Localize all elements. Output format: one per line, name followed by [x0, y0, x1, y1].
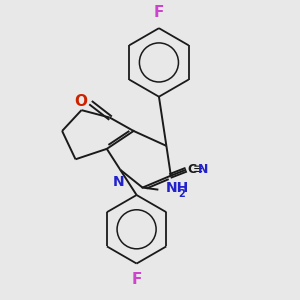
Text: F: F: [154, 5, 164, 20]
Text: 2: 2: [178, 188, 185, 199]
Text: O: O: [75, 94, 88, 109]
Text: F: F: [131, 272, 142, 287]
Text: NH: NH: [166, 181, 189, 195]
Text: N: N: [198, 163, 208, 176]
Text: ≡: ≡: [193, 163, 203, 176]
Text: C: C: [187, 163, 196, 176]
Text: N: N: [113, 175, 124, 189]
